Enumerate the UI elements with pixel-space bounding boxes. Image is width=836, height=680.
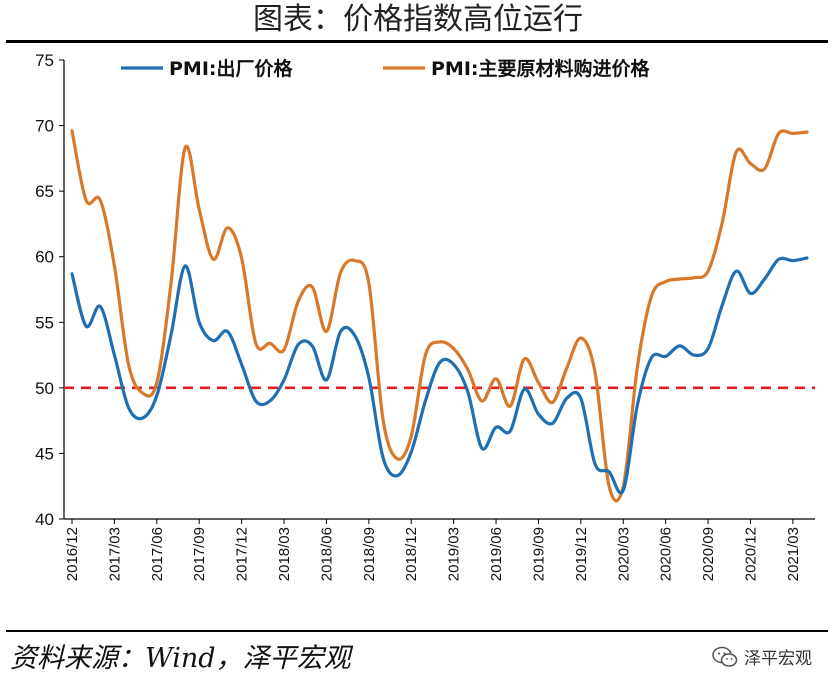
y-tick-label: 60 (35, 248, 54, 267)
y-tick-label: 40 (35, 510, 54, 529)
legend-item-input-price-label: PMI:主要原材料购进价格 (431, 57, 651, 80)
x-tick-label: 2017/09 (191, 527, 208, 581)
x-tick-label: 2020/12 (742, 527, 759, 581)
legend-item-output-price-label: PMI:出厂价格 (169, 57, 294, 80)
series-line-output-price (70, 256, 809, 495)
wechat-icon (712, 646, 738, 667)
x-tick-label: 2021/03 (785, 527, 802, 581)
axes: 40 45 50 55 60 65 70 75 2016/12 2017/03 2017/06 201… (35, 51, 815, 581)
x-tick-label: 2019/03 (446, 527, 463, 581)
x-tick-label: 2018/09 (361, 527, 378, 581)
x-tick-label: 2019/12 (573, 527, 590, 581)
x-tick-label: 2018/06 (318, 527, 335, 581)
y-tick-label: 65 (35, 182, 54, 201)
x-tick-label: 2016/12 (64, 527, 81, 581)
x-tick-label: 2017/06 (149, 527, 166, 581)
x-tick-label: 2019/09 (530, 527, 547, 581)
y-tick-label: 45 (35, 444, 54, 463)
x-tick-label: 2019/06 (488, 527, 505, 581)
source-note: 资料来源：Wind，泽平宏观 (10, 643, 351, 674)
x-tick-label: 2020/09 (700, 527, 717, 581)
series-group (70, 129, 809, 503)
x-tick-label: 2017/12 (234, 527, 251, 581)
y-tick-label: 50 (35, 379, 54, 398)
x-tick-label: 2017/03 (106, 527, 123, 581)
y-tick-label: 75 (35, 51, 54, 70)
y-tick-label: 55 (35, 313, 54, 332)
chart-title: 图表：价格指数高位运行 (253, 2, 583, 37)
y-tick-label: 70 (35, 117, 54, 136)
watermark: 泽平宏观 (712, 644, 812, 669)
x-tick-label: 2020/06 (658, 527, 675, 581)
x-tick-label: 2020/03 (615, 527, 632, 581)
series-line-input-price (70, 129, 809, 503)
x-tick-label: 2018/03 (276, 527, 293, 581)
bottom-divider (6, 630, 828, 632)
watermark-text: 泽平宏观 (744, 649, 812, 669)
top-divider (6, 40, 828, 43)
legend: PMI:出厂价格 PMI:主要原材料购进价格 (121, 57, 651, 80)
x-tick-label: 2018/12 (403, 527, 420, 581)
